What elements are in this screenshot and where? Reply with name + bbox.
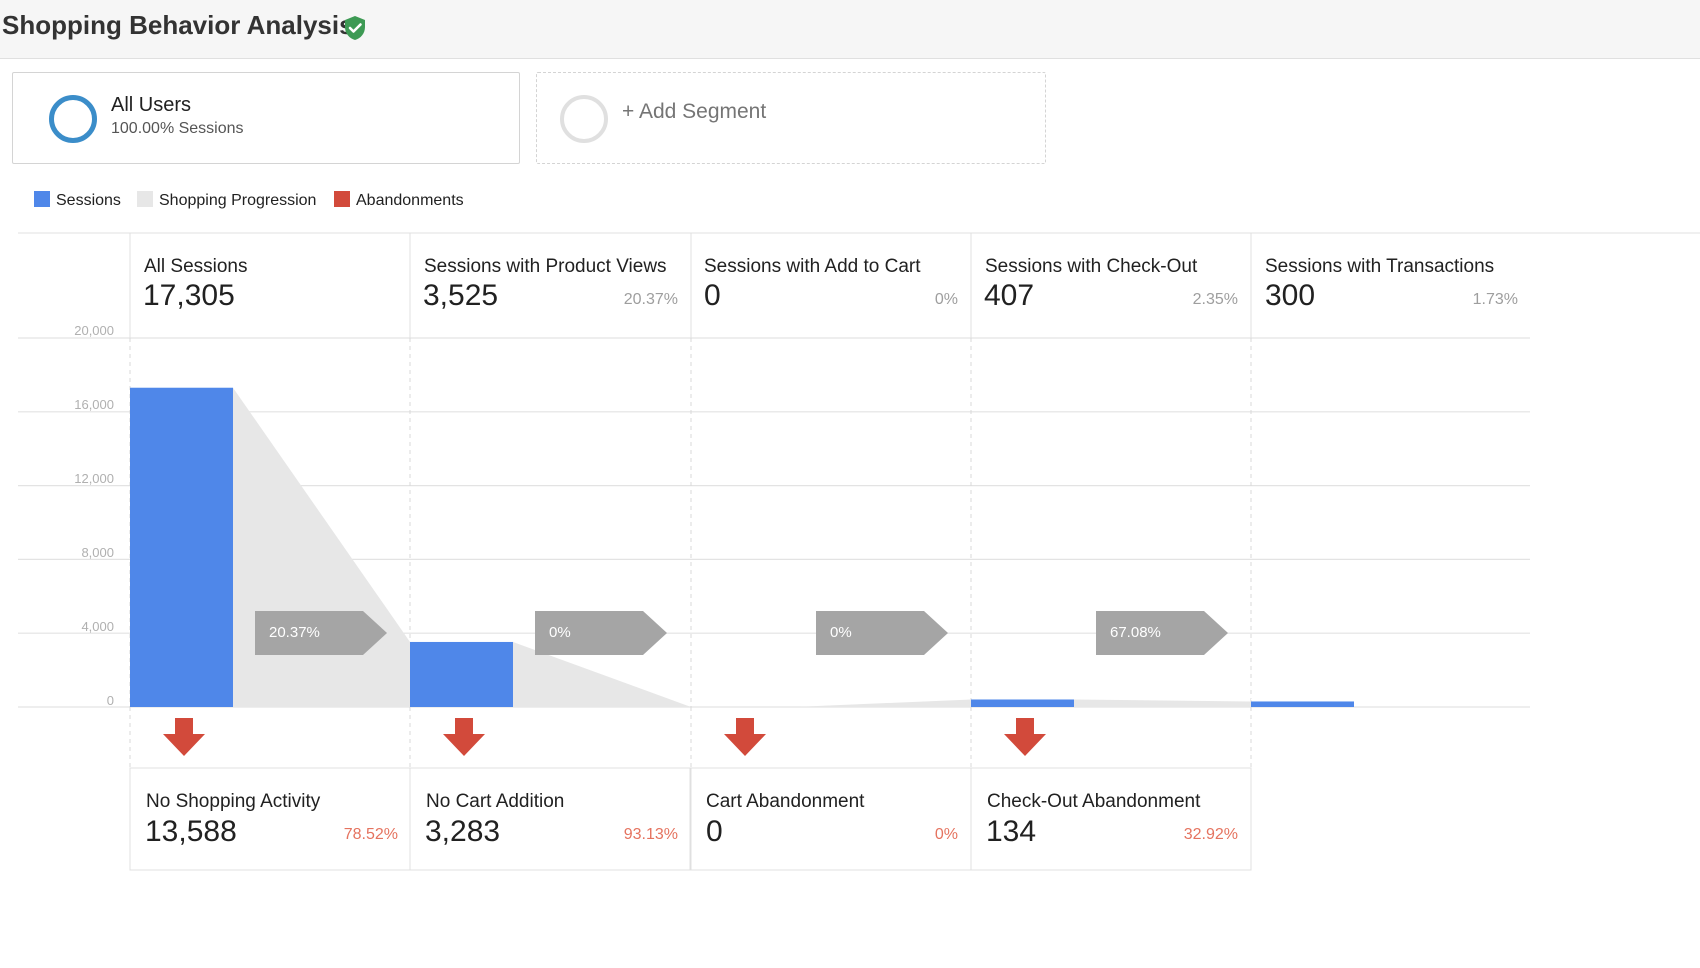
step-name: All Sessions: [144, 256, 248, 277]
segment-all-users[interactable]: All Users 100.00% Sessions: [12, 72, 520, 164]
y-tick-label: 12,000: [74, 471, 114, 486]
abandonment-name: Check-Out Abandonment: [987, 791, 1201, 812]
progression-arrow: [816, 611, 948, 655]
page-title: Shopping Behavior Analysis: [2, 10, 354, 40]
abandonment-percent: 32.92%: [1183, 826, 1238, 843]
abandonment-box: [970, 767, 1252, 871]
step-percent: 1.73%: [1472, 291, 1518, 308]
step-percent: 20.37%: [623, 291, 678, 308]
sessions-bar: [1251, 701, 1354, 707]
y-tick-label: 4,000: [81, 619, 114, 634]
abandonment-arrow-icon: [1004, 718, 1046, 756]
progression-arrow: [535, 611, 667, 655]
empty-segment-ring-icon: [560, 95, 608, 143]
step-name: Sessions with Transactions: [1265, 256, 1495, 277]
progression-rate-label: 67.08%: [1110, 624, 1161, 641]
progression-rate-label: 0%: [830, 624, 852, 641]
segment-ring-icon: [49, 95, 97, 143]
progression-area: [1074, 699, 1251, 707]
sessions-bar: [410, 641, 513, 707]
step-value: 17,305: [143, 279, 235, 312]
abandonment-value: 134: [986, 815, 1037, 848]
segment-name: All Users: [111, 94, 192, 116]
step-name: Sessions with Product Views: [424, 256, 667, 277]
abandonment-value: 3,283: [425, 815, 501, 848]
abandonment-percent: 93.13%: [623, 826, 678, 843]
sessions-bar: [130, 387, 233, 707]
y-tick-label: 20,000: [74, 323, 114, 338]
step-name: Sessions with Check-Out: [985, 256, 1198, 277]
y-tick-label: 16,000: [74, 397, 114, 412]
abandonment-name: Cart Abandonment: [706, 791, 865, 812]
step-value: 3,525: [423, 279, 499, 312]
abandonment-box: [409, 767, 691, 871]
legend-label: Shopping Progression: [159, 192, 317, 209]
abandonment-name: No Cart Addition: [426, 791, 565, 812]
sessions-bar: [971, 699, 1074, 707]
step-percent: 2.35%: [1192, 291, 1238, 308]
step-value: 300: [1265, 279, 1316, 312]
progression-rate-label: 0%: [549, 624, 571, 641]
step-value: 0: [704, 279, 721, 312]
legend-swatch: [334, 191, 350, 207]
abandonment-value: 13,588: [145, 815, 237, 848]
add-segment-label: + Add Segment: [622, 100, 767, 123]
progression-rate-label: 20.37%: [269, 624, 320, 641]
segment-sessions: 100.00% Sessions: [111, 120, 244, 137]
step-percent: 0%: [934, 291, 958, 308]
y-tick-label: 0: [106, 693, 114, 708]
abandonment-percent: 78.52%: [343, 826, 398, 843]
progression-arrow: [1096, 611, 1228, 655]
abandonment-value: 0: [706, 815, 723, 848]
progression-area: [513, 641, 691, 707]
shield-check-icon: [345, 16, 365, 40]
abandonment-arrow-icon: [724, 718, 766, 756]
legend-swatch: [137, 191, 153, 207]
progression-area: [233, 387, 410, 707]
legend-label: Abandonments: [356, 192, 464, 209]
progression-arrow: [255, 611, 387, 655]
progression-area: [794, 699, 971, 707]
abandonment-name: No Shopping Activity: [146, 791, 321, 812]
y-tick-label: 8,000: [81, 545, 114, 560]
abandonment-percent: 0%: [934, 826, 958, 843]
page-header: Shopping Behavior Analysis: [0, 0, 1700, 59]
abandonment-arrow-icon: [163, 718, 205, 756]
step-name: Sessions with Add to Cart: [704, 256, 921, 277]
legend-swatch: [34, 191, 50, 207]
abandonment-arrow-icon: [443, 718, 485, 756]
add-segment-button[interactable]: + Add Segment: [536, 72, 1046, 164]
abandonment-box: [690, 767, 972, 871]
legend-label: Sessions: [56, 192, 121, 209]
step-value: 407: [984, 279, 1035, 312]
